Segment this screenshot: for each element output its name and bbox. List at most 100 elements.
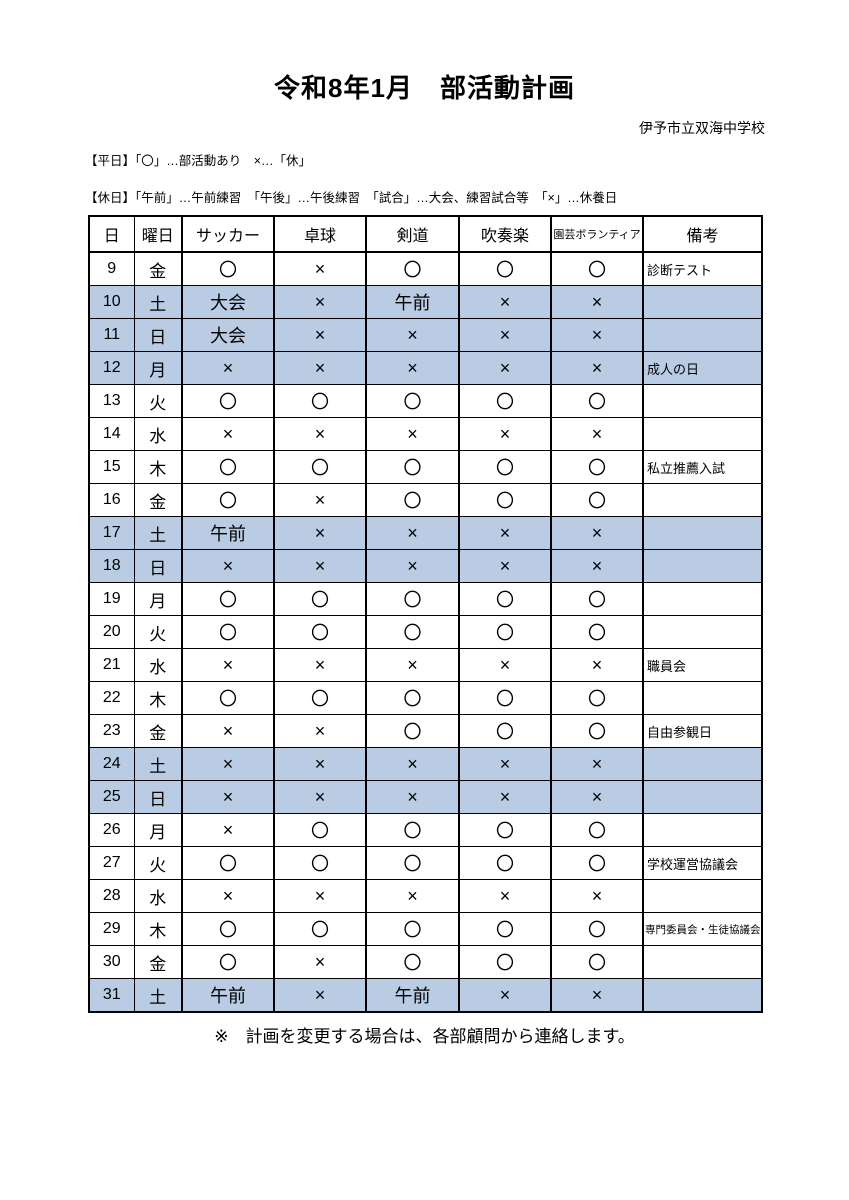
gardening-cell: 〇 [550,450,643,484]
remark-cell [642,879,762,913]
remark-cell: 職員会 [642,648,762,682]
table-row: 24 土 × × × × × [89,747,762,781]
schedule-table: 日曜日 サッカー 卓球 剣道 吹奏楽 園芸ボランティア 備考 9 金〇 × 〇〇〇診断テスト 10 土… [88,215,763,1013]
gardening-cell: 〇 [550,846,643,880]
kendo-cell: × [365,780,459,814]
brass-band-cell: × [458,351,551,385]
weekday-cell: 土 [133,978,182,1012]
brass-band-cell: 〇 [458,846,551,880]
remark-cell [642,780,762,814]
brass-band-cell: × [458,747,551,781]
remark-cell [642,615,762,649]
soccer-cell: 午前 [181,516,274,550]
kendo-cell: × [365,417,459,451]
day-cell: 19 [89,582,134,616]
remark-cell [642,681,762,715]
table-row: 22 木〇〇〇〇〇 [89,681,762,715]
table-tennis-cell: 〇 [273,846,366,880]
gardening-cell: 〇 [550,813,643,847]
brass-band-cell: × [458,417,551,451]
column-header: 備考 [642,216,762,253]
day-cell: 31 [89,978,134,1012]
brass-band-cell: 〇 [458,450,551,484]
day-cell: 17 [89,516,134,550]
weekday-cell: 金 [133,945,182,979]
gardening-cell: 〇 [550,251,643,286]
gardening-cell: × [550,747,643,781]
table-tennis-cell: 〇 [273,912,366,946]
soccer-cell: 〇 [181,450,274,484]
day-cell: 14 [89,417,134,451]
soccer-cell: × [181,417,274,451]
kendo-cell: 〇 [365,681,459,715]
weekday-cell: 木 [133,912,182,946]
weekday-cell: 木 [133,681,182,715]
table-tennis-cell: × [273,648,366,682]
gardening-cell: 〇 [550,615,643,649]
soccer-cell: 〇 [181,945,274,979]
gardening-cell: 〇 [550,945,643,979]
weekday-cell: 水 [133,879,182,913]
day-cell: 9 [89,251,134,286]
table-tennis-cell: 〇 [273,813,366,847]
brass-band-cell: × [458,978,551,1012]
table-row: 19 月〇〇〇〇〇 [89,582,762,616]
day-cell: 28 [89,879,134,913]
day-cell: 25 [89,780,134,814]
table-tennis-cell: × [273,978,366,1012]
table-row: 16 金〇 × 〇〇〇 [89,483,762,517]
table-tennis-cell: × [273,251,366,286]
kendo-cell: 〇 [365,483,459,517]
soccer-cell: × [181,879,274,913]
table-row: 26 月 × 〇〇〇〇 [89,813,762,847]
legend-weekday: 【平日】「〇」…部活動あり ×…「休」 [85,154,312,168]
weekday-cell: 土 [133,285,182,319]
footer-note: ※ 計画を変更する場合は、各部顧問から連絡します。 [214,1027,635,1046]
gardening-cell: 〇 [550,912,643,946]
table-row: 23 金 × × 〇〇〇自由参観日 [89,714,762,748]
remark-cell [642,978,762,1012]
remark-cell [642,582,762,616]
kendo-cell: 〇 [365,384,459,418]
soccer-cell: × [181,549,274,583]
gardening-cell: × [550,879,643,913]
gardening-cell: × [550,318,643,352]
weekday-cell: 月 [133,813,182,847]
soccer-cell: 〇 [181,846,274,880]
soccer-cell: 大会 [181,285,274,319]
kendo-cell: 午前 [365,978,459,1012]
kendo-cell: 〇 [365,945,459,979]
weekday-cell: 金 [133,483,182,517]
table-row: 25 日 × × × × × [89,780,762,814]
soccer-cell: 〇 [181,615,274,649]
soccer-cell: 〇 [181,483,274,517]
day-cell: 13 [89,384,134,418]
table-tennis-cell: × [273,483,366,517]
kendo-cell: × [365,747,459,781]
brass-band-cell: 〇 [458,483,551,517]
kendo-cell: 午前 [365,285,459,319]
school-name: 伊予市立双海中学校 [639,120,765,136]
gardening-cell: 〇 [550,483,643,517]
soccer-cell: 〇 [181,681,274,715]
brass-band-cell: × [458,516,551,550]
remark-cell: 自由参観日 [642,714,762,748]
remark-cell: 成人の日 [642,351,762,385]
table-row: 13 火〇〇〇〇〇 [89,384,762,418]
day-cell: 23 [89,714,134,748]
column-header: 卓球 [273,216,366,253]
brass-band-cell: 〇 [458,615,551,649]
table-header-row: 日曜日 サッカー 卓球 剣道 吹奏楽 園芸ボランティア 備考 [89,216,762,253]
gardening-cell: × [550,549,643,583]
table-tennis-cell: × [273,549,366,583]
remark-cell [642,318,762,352]
weekday-cell: 日 [133,318,182,352]
table-tennis-cell: 〇 [273,450,366,484]
gardening-cell: × [550,978,643,1012]
table-row: 21 水 × × × × × 職員会 [89,648,762,682]
soccer-cell: × [181,714,274,748]
kendo-cell: × [365,648,459,682]
day-cell: 21 [89,648,134,682]
kendo-cell: 〇 [365,912,459,946]
brass-band-cell: 〇 [458,681,551,715]
